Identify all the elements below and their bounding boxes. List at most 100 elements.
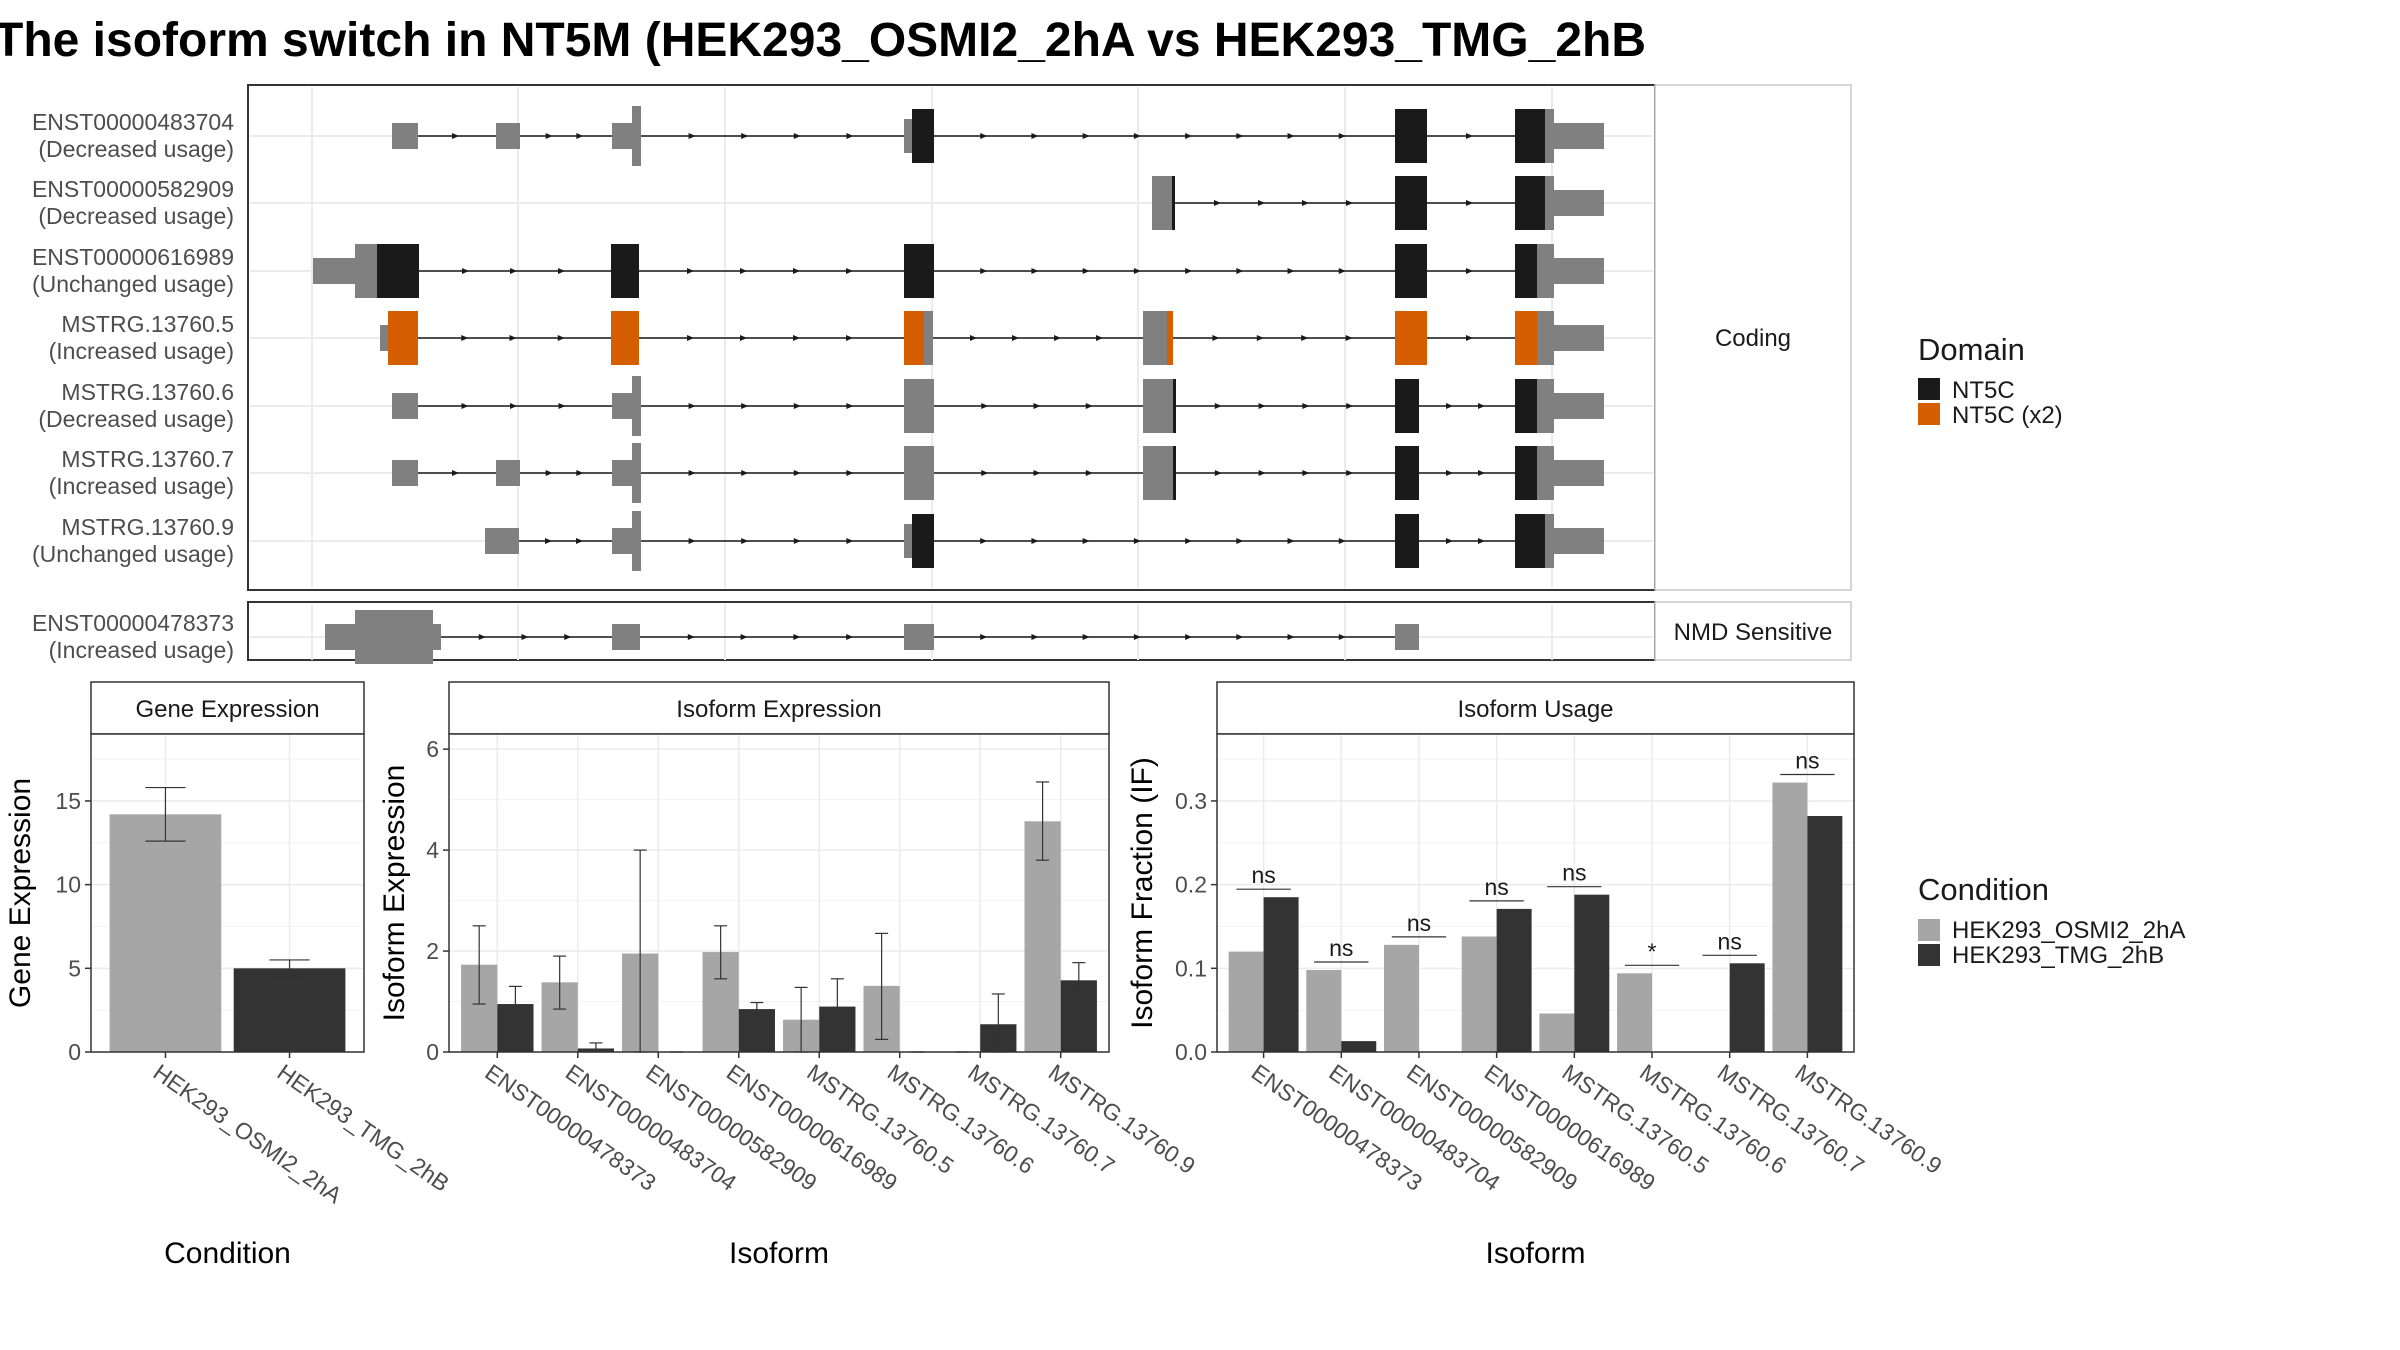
intron-direction-arrow <box>688 470 696 476</box>
intron-direction-arrow <box>1302 200 1309 206</box>
intron-direction-arrow <box>1185 538 1193 544</box>
exon-block <box>1173 379 1176 433</box>
bar <box>1539 1013 1575 1052</box>
transcript-usage-label: (Increased usage) <box>49 637 234 663</box>
intron-direction-arrow <box>1466 133 1473 139</box>
intron-direction-arrow <box>688 403 696 409</box>
transcript-usage-label: (Decreased usage) <box>38 203 234 229</box>
intron-direction-arrow <box>1446 538 1453 544</box>
y-tick-label: 0.2 <box>1175 872 1207 898</box>
intron-direction-arrow <box>1082 133 1090 139</box>
exon-block <box>1172 176 1175 230</box>
exon-block <box>612 624 640 650</box>
bar <box>1384 944 1419 1052</box>
legend-label-nt5c: NT5C <box>1952 377 2015 404</box>
bar <box>109 814 222 1052</box>
intron-direction-arrow <box>521 634 529 640</box>
intron-direction-arrow <box>1338 268 1346 274</box>
bar <box>1228 951 1264 1052</box>
intron-direction-arrow <box>846 538 854 544</box>
intron-direction-arrow <box>1287 538 1295 544</box>
intron-direction-arrow <box>740 634 748 640</box>
intron-direction-arrow <box>1258 403 1266 409</box>
transcript-usage-label: (Unchanged usage) <box>32 271 234 297</box>
exon-block <box>632 443 641 503</box>
intron-direction-arrow <box>980 634 988 640</box>
intron-direction-arrow <box>846 268 853 274</box>
y-tick-label: 0.1 <box>1175 955 1207 981</box>
intron-direction-arrow <box>462 268 469 274</box>
intron-direction-arrow <box>1031 634 1039 640</box>
intron-direction-arrow <box>980 268 988 274</box>
intron-direction-arrow <box>576 538 583 544</box>
intron-direction-arrow <box>1346 200 1353 206</box>
intron-direction-arrow <box>1054 335 1061 341</box>
intron-direction-arrow <box>1301 335 1309 341</box>
intron-direction-arrow <box>1478 538 1485 544</box>
intron-direction-arrow <box>1446 470 1453 476</box>
intron-direction-arrow <box>793 470 801 476</box>
exon-block <box>1545 514 1554 568</box>
intron-direction-arrow <box>545 470 553 476</box>
intron-direction-arrow <box>688 133 696 139</box>
y-tick-label: 0 <box>426 1039 439 1065</box>
significance-label: ns <box>1795 748 1819 774</box>
intron-direction-arrow <box>687 268 694 274</box>
exon-block <box>1143 446 1173 500</box>
intron-direction-arrow <box>510 403 517 409</box>
intron-direction-arrow <box>1082 268 1090 274</box>
y-axis-title: Gene Expression <box>4 778 37 1008</box>
intron-direction-arrow <box>509 335 517 341</box>
intron-direction-arrow <box>793 634 801 640</box>
exon-block <box>904 446 934 500</box>
exon-block <box>355 244 377 298</box>
transcript-id-label: MSTRG.13760.5 <box>61 311 234 337</box>
intron-direction-arrow <box>1287 268 1295 274</box>
intron-direction-arrow <box>688 538 696 544</box>
isoform-expression-panel: Isoform Expression0246ENST00000478373ENS… <box>378 681 1200 1270</box>
bar <box>1461 936 1497 1052</box>
intron-direction-arrow <box>1256 335 1264 341</box>
panel-strip <box>448 681 1110 735</box>
legend-label-cond-a: HEK293_OSMI2_2hA <box>1952 917 2185 944</box>
y-tick-label: 10 <box>55 872 81 898</box>
exon-block <box>1554 258 1604 284</box>
exon-block <box>1173 446 1176 500</box>
exon-block <box>904 244 934 298</box>
intron-direction-arrow <box>558 403 566 409</box>
transcript-usage-label: (Unchanged usage) <box>32 541 234 567</box>
exon-block <box>1554 528 1604 554</box>
exon-block <box>496 123 520 149</box>
exon-block <box>1152 176 1172 230</box>
exon-block <box>1395 176 1427 230</box>
y-tick-label: 0.0 <box>1175 1039 1207 1065</box>
exon-block <box>632 511 641 571</box>
domain-legend: Domain NT5C NT5C (x2) <box>1918 332 2063 429</box>
exon-block <box>1545 176 1554 230</box>
transcript-usage-label: (Decreased usage) <box>38 406 234 432</box>
intron-direction-arrow <box>741 538 749 544</box>
x-tick-label: MSTRG.13760.7 <box>963 1059 1119 1179</box>
intron-direction-arrow <box>461 403 469 409</box>
transcript-id-label: ENST00000616989 <box>32 244 234 270</box>
x-axis-title: Condition <box>164 1237 291 1270</box>
intron-direction-arrow <box>1302 470 1310 476</box>
intron-direction-arrow <box>452 470 459 476</box>
intron-direction-arrow <box>1287 133 1295 139</box>
significance-label: ns <box>1251 862 1275 888</box>
panel-title: Isoform Usage <box>1457 696 1613 723</box>
transcript-usage-label: (Increased usage) <box>49 338 234 364</box>
intron-direction-arrow <box>1031 538 1039 544</box>
intron-direction-arrow <box>741 470 749 476</box>
legend-key-nt5c-x2 <box>1918 403 1940 425</box>
legend-key-cond-b <box>1918 944 1940 966</box>
x-tick-label: MSTRG.13760.9 <box>1044 1059 1200 1179</box>
panel-title: Gene Expression <box>135 696 319 723</box>
y-tick-label: 0.3 <box>1175 788 1207 814</box>
transcript-usage-label: (Increased usage) <box>49 473 234 499</box>
coding-strip-label: Coding <box>1715 325 1791 352</box>
intron-direction-arrow <box>510 268 517 274</box>
exon-block <box>1395 311 1427 365</box>
y-tick-label: 4 <box>426 837 439 863</box>
intron-direction-arrow <box>687 634 695 640</box>
